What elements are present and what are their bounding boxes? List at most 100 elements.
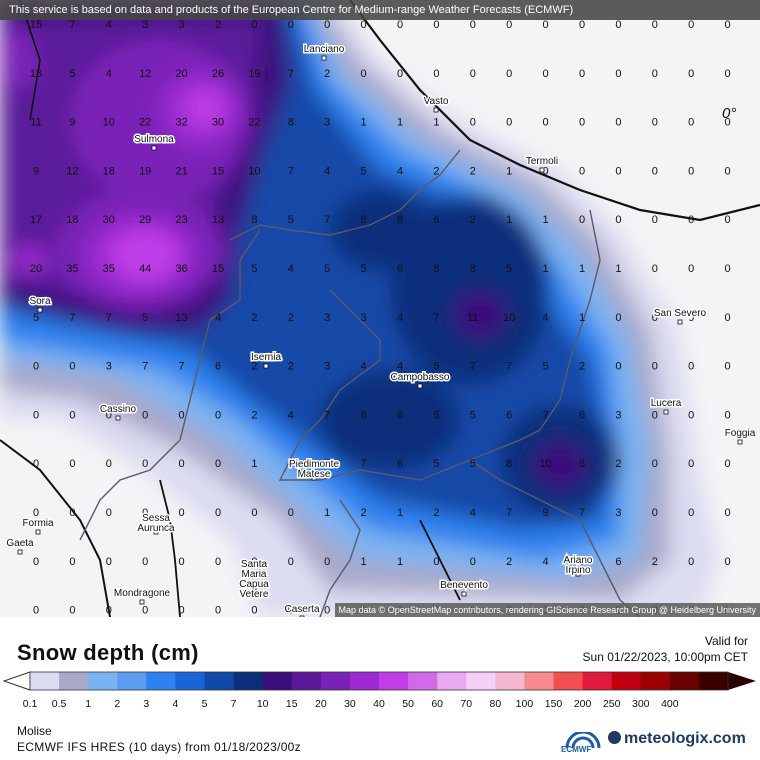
grid-value: 5: [470, 409, 476, 421]
grid-value: 0: [725, 117, 731, 129]
grid-value: 7: [324, 409, 330, 421]
grid-value: 0: [142, 605, 148, 617]
colorbar-tick-label: 0.1: [22, 698, 38, 710]
city-dot: [251, 585, 257, 591]
coastline-west: [0, 439, 111, 617]
grid-value: 4: [543, 312, 549, 324]
grid-value: 0: [579, 117, 585, 129]
city-dot: [575, 571, 581, 577]
grid-value: 5: [433, 458, 439, 470]
city-marker[interactable]: Sora: [28, 295, 52, 313]
grid-value: 5: [142, 312, 148, 324]
grid-value: 1: [397, 117, 403, 129]
grid-value: 22: [139, 117, 151, 129]
map-attribution[interactable]: Map data © OpenStreetMap contributors, r…: [334, 603, 760, 617]
city-marker[interactable]: Gaeta: [5, 537, 36, 555]
grid-value: 0: [652, 165, 658, 177]
grid-value: 8: [251, 214, 257, 226]
grid-value: 7: [506, 361, 512, 373]
grid-value: 0: [615, 117, 621, 129]
city-marker[interactable]: Cassino: [98, 403, 138, 421]
colorbar-segment: [262, 672, 293, 690]
city-dot: [115, 415, 121, 421]
grid-value: 5: [433, 409, 439, 421]
grid-value: 0: [142, 409, 148, 421]
grid-value: 7: [288, 165, 294, 177]
grid-value: 1: [397, 507, 403, 519]
grid-value: 0: [288, 556, 294, 568]
grid-value: 6: [215, 361, 221, 373]
city-label: Irpino: [565, 565, 590, 576]
colorbar-over-arrow: [728, 672, 756, 690]
city-marker[interactable]: Vasto: [422, 95, 450, 113]
grid-value: 7: [142, 361, 148, 373]
grid-value: 0: [397, 19, 403, 31]
grid-value: 0: [652, 312, 658, 324]
city-label: Campobasso: [391, 372, 450, 383]
grid-value: 0: [615, 214, 621, 226]
city-marker[interactable]: Caserta: [283, 603, 321, 617]
snow-depth-map[interactable]: 1574332000000000000000018541220261972000…: [0, 0, 760, 617]
colorbar-segment: [524, 672, 554, 690]
colorbar-tick-label: 400: [661, 698, 679, 710]
grid-value: 0: [506, 68, 512, 80]
city-label: Ariano: [564, 555, 593, 566]
grid-value: 18: [30, 68, 42, 80]
grid-value: 0: [69, 605, 75, 617]
grid-value: 4: [106, 68, 112, 80]
ecmwf-logo-icon: [565, 732, 601, 749]
colorbar-segment: [408, 672, 438, 690]
colorbar-tick-label: 7: [230, 698, 237, 710]
city-marker[interactable]: Termoli: [524, 155, 560, 173]
grid-value: 0: [106, 556, 112, 568]
city-marker[interactable]: Isernia: [249, 351, 283, 369]
colorbar-segment: [146, 672, 176, 690]
grid-value: 0: [615, 312, 621, 324]
grid-value: 0: [433, 19, 439, 31]
grid-value: 0: [579, 19, 585, 31]
city-marker[interactable]: Benevento: [439, 579, 490, 597]
city-marker[interactable]: San Severo: [652, 307, 708, 325]
grid-value: 0: [106, 507, 112, 519]
grid-value: 3: [615, 409, 621, 421]
region-border: [469, 459, 641, 617]
grid-value: 0: [725, 165, 731, 177]
colorbar-tick-label: 40: [373, 698, 385, 710]
city-marker[interactable]: Campobasso: [389, 371, 451, 389]
grid-value: 4: [543, 556, 549, 568]
colorbar-segment: [495, 672, 525, 690]
grid-value: 10: [248, 165, 260, 177]
grid-value: 9: [69, 117, 75, 129]
city-marker[interactable]: Foggia: [723, 427, 757, 445]
city-dot: [311, 475, 317, 481]
city-label: Sulmona: [134, 134, 174, 145]
grid-value: 4: [397, 312, 403, 324]
city-marker[interactable]: Formia: [21, 517, 55, 535]
grid-value: 6: [579, 458, 585, 470]
grid-value: 6: [579, 556, 585, 568]
meteologix-logo[interactable]: meteologix.com: [608, 730, 746, 748]
city-marker[interactable]: Lucera: [649, 397, 683, 415]
city-marker[interactable]: Mondragone: [112, 587, 172, 605]
grid-value: 1: [397, 556, 403, 568]
colorbar-tick-label: 200: [573, 698, 592, 710]
city-marker[interactable]: Sulmona: [133, 133, 176, 151]
grid-value: 12: [139, 68, 151, 80]
grid-value: 0: [470, 117, 476, 129]
grid-value: 0: [615, 361, 621, 373]
colorbar-tick-label: 60: [431, 698, 443, 710]
colorbar-segment: [611, 672, 642, 690]
colorbar-segment: [466, 672, 496, 690]
grid-value: 1: [506, 165, 512, 177]
grid-value: 6: [615, 556, 621, 568]
grid-value: 0: [33, 361, 39, 373]
city-dot: [151, 145, 157, 151]
grid-value: 0: [688, 165, 694, 177]
colorbar-segment: [553, 672, 584, 690]
grid-value: 0: [288, 605, 294, 617]
city-marker[interactable]: Lanciano: [302, 43, 346, 61]
